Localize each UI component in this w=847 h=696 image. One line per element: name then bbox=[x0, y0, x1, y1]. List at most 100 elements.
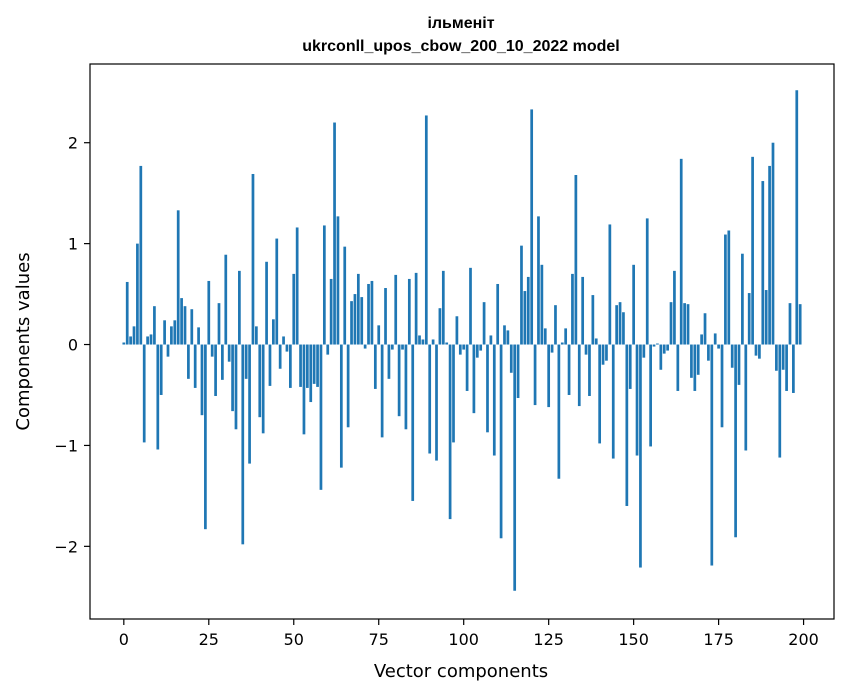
bar-183 bbox=[744, 344, 748, 451]
bar-45 bbox=[275, 238, 279, 345]
bar-31 bbox=[227, 344, 231, 362]
bar-96 bbox=[448, 344, 452, 520]
bar-50 bbox=[292, 273, 296, 345]
bar-90 bbox=[428, 344, 432, 454]
x-tick-label: 125 bbox=[533, 630, 564, 649]
bar-139 bbox=[594, 338, 598, 345]
bar-190 bbox=[768, 165, 771, 345]
bar-74 bbox=[373, 344, 377, 389]
bar-78 bbox=[387, 344, 391, 379]
bar-172 bbox=[707, 344, 710, 361]
bar-135 bbox=[581, 276, 585, 345]
x-axis-label: Vector components bbox=[374, 661, 548, 682]
bar-161 bbox=[669, 302, 673, 345]
bar-80 bbox=[394, 274, 398, 345]
bar-27 bbox=[214, 344, 217, 396]
bar-43 bbox=[268, 344, 272, 386]
bar-92 bbox=[435, 344, 438, 461]
bar-67 bbox=[350, 301, 353, 345]
bar-121 bbox=[533, 344, 537, 406]
bar-123 bbox=[540, 264, 544, 345]
bar-76 bbox=[380, 344, 384, 438]
bar-64 bbox=[339, 344, 343, 468]
bar-168 bbox=[693, 344, 697, 391]
bar-158 bbox=[659, 344, 663, 370]
bar-81 bbox=[397, 344, 401, 417]
bar-series bbox=[122, 90, 802, 591]
bar-154 bbox=[645, 218, 649, 345]
bar-148 bbox=[625, 344, 629, 506]
bar-75 bbox=[377, 325, 381, 345]
bar-107 bbox=[486, 344, 489, 433]
bar-86 bbox=[414, 272, 418, 345]
bar-165 bbox=[683, 303, 686, 345]
plot-frame bbox=[89, 63, 835, 620]
bar-152 bbox=[639, 344, 642, 568]
x-tick-label: 100 bbox=[448, 630, 479, 649]
bar-1 bbox=[125, 281, 129, 345]
bar-55 bbox=[309, 344, 313, 403]
bar-69 bbox=[356, 273, 360, 345]
bar-155 bbox=[649, 344, 652, 447]
bar-102 bbox=[469, 267, 472, 345]
bar-66 bbox=[346, 344, 350, 428]
bar-95 bbox=[445, 342, 449, 345]
bar-35 bbox=[241, 344, 245, 545]
bar-51 bbox=[295, 227, 299, 345]
bar-150 bbox=[632, 264, 635, 345]
bar-122 bbox=[537, 216, 540, 345]
y-tick-label: 1 bbox=[68, 235, 78, 254]
bar-127 bbox=[554, 305, 557, 345]
bar-49 bbox=[289, 344, 292, 388]
x-tick-label: 25 bbox=[199, 630, 219, 649]
bar-0 bbox=[122, 342, 126, 345]
bar-162 bbox=[673, 270, 676, 345]
bar-4 bbox=[136, 243, 139, 345]
bar-106 bbox=[482, 302, 486, 345]
bar-128 bbox=[557, 344, 561, 479]
bar-181 bbox=[737, 344, 741, 385]
bar-142 bbox=[605, 344, 608, 361]
x-tick-label: 175 bbox=[703, 630, 734, 649]
bar-41 bbox=[261, 344, 265, 434]
bar-32 bbox=[231, 344, 234, 412]
bar-198 bbox=[795, 90, 799, 345]
bar-59 bbox=[322, 225, 326, 345]
bar-136 bbox=[584, 344, 588, 355]
bar-119 bbox=[526, 276, 530, 345]
bar-180 bbox=[734, 344, 737, 538]
bar-188 bbox=[761, 181, 765, 345]
bar-87 bbox=[418, 335, 421, 345]
bar-189 bbox=[764, 290, 768, 345]
bar-100 bbox=[462, 344, 466, 350]
bar-114 bbox=[509, 344, 513, 373]
bar-13 bbox=[166, 344, 170, 357]
bar-191 bbox=[771, 142, 775, 345]
bar-25 bbox=[207, 280, 211, 345]
bar-16 bbox=[176, 210, 180, 345]
bar-28 bbox=[217, 303, 221, 345]
bar-93 bbox=[438, 308, 442, 345]
bar-173 bbox=[710, 344, 714, 566]
bar-33 bbox=[234, 344, 238, 430]
bar-63 bbox=[336, 216, 340, 345]
bar-14 bbox=[170, 326, 173, 345]
bar-184 bbox=[747, 293, 751, 345]
bar-126 bbox=[550, 344, 554, 353]
bar-54 bbox=[305, 344, 309, 388]
bar-79 bbox=[390, 344, 394, 350]
bar-159 bbox=[662, 344, 666, 354]
bar-125 bbox=[547, 344, 551, 408]
bar-153 bbox=[642, 344, 646, 358]
bar-176 bbox=[720, 344, 724, 428]
bar-42 bbox=[265, 261, 268, 345]
bar-23 bbox=[200, 344, 204, 416]
bar-120 bbox=[530, 109, 534, 345]
bar-199 bbox=[798, 304, 802, 345]
bar-186 bbox=[754, 344, 758, 356]
bar-157 bbox=[656, 343, 659, 345]
bar-40 bbox=[258, 344, 262, 418]
bar-160 bbox=[666, 344, 669, 351]
bar-112 bbox=[503, 325, 506, 345]
bar-94 bbox=[441, 270, 445, 345]
